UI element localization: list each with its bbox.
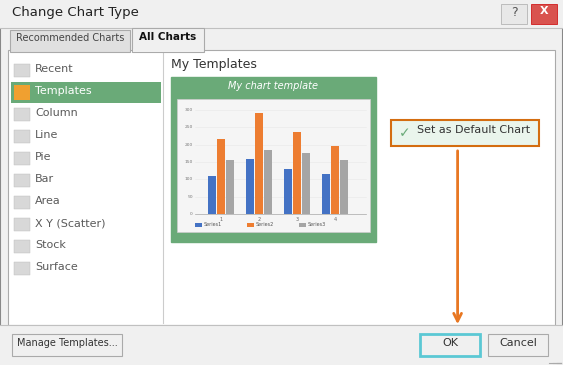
Text: Line: Line — [35, 130, 59, 140]
Bar — [217, 139, 225, 214]
Text: 50: 50 — [187, 195, 193, 199]
Bar — [322, 174, 330, 214]
Text: 200: 200 — [185, 143, 193, 147]
Bar — [8, 50, 555, 325]
Bar — [208, 176, 216, 214]
Bar — [255, 114, 263, 214]
Text: 3: 3 — [296, 217, 298, 222]
Bar — [14, 130, 30, 143]
Text: 4: 4 — [333, 217, 337, 222]
Text: Manage Templates...: Manage Templates... — [17, 338, 117, 348]
Bar — [247, 223, 254, 227]
Bar — [420, 334, 480, 356]
Text: 1: 1 — [220, 217, 222, 222]
Bar — [501, 4, 527, 24]
Text: Series1: Series1 — [204, 223, 222, 227]
Bar — [10, 30, 130, 52]
Bar — [284, 169, 292, 214]
Bar — [302, 153, 310, 214]
Text: ✓: ✓ — [399, 126, 411, 140]
Text: 300: 300 — [185, 108, 193, 112]
Text: Series3: Series3 — [308, 223, 326, 227]
Bar — [133, 49, 203, 52]
Text: OK: OK — [442, 338, 458, 348]
Bar — [0, 325, 563, 365]
Bar — [11, 82, 161, 103]
Bar — [14, 262, 30, 275]
Text: 0: 0 — [190, 212, 193, 216]
Bar — [488, 334, 548, 356]
Text: Templates: Templates — [35, 86, 92, 96]
Bar — [0, 0, 563, 28]
Text: 100: 100 — [185, 177, 193, 181]
Text: Set as Default Chart: Set as Default Chart — [417, 125, 530, 135]
Text: Series2: Series2 — [256, 223, 274, 227]
Text: Recommended Charts: Recommended Charts — [16, 33, 124, 43]
Bar — [14, 196, 30, 209]
Text: X: X — [540, 6, 548, 16]
Bar — [14, 85, 30, 100]
Bar — [177, 99, 370, 232]
Text: Bar: Bar — [35, 174, 54, 184]
Bar — [340, 160, 347, 214]
Text: My chart template: My chart template — [229, 81, 319, 91]
Text: Cancel: Cancel — [499, 338, 537, 348]
Text: ?: ? — [511, 6, 517, 19]
Text: 150: 150 — [185, 160, 193, 164]
Text: Recent: Recent — [35, 64, 74, 74]
Text: 250: 250 — [185, 125, 193, 129]
Bar — [293, 132, 301, 214]
Text: Surface: Surface — [35, 262, 78, 272]
Bar — [195, 223, 202, 227]
Bar — [226, 160, 234, 214]
Bar — [14, 64, 30, 77]
Text: Stock: Stock — [35, 240, 66, 250]
Text: Area: Area — [35, 196, 61, 206]
Bar — [14, 218, 30, 231]
Text: Pie: Pie — [35, 152, 51, 162]
Bar — [246, 158, 254, 214]
Bar — [14, 174, 30, 187]
Text: 2: 2 — [257, 217, 261, 222]
Text: All Charts: All Charts — [140, 32, 196, 42]
Bar — [14, 240, 30, 253]
Text: Column: Column — [35, 108, 78, 118]
Bar — [391, 120, 539, 146]
Bar — [12, 334, 122, 356]
Text: X Y (Scatter): X Y (Scatter) — [35, 218, 105, 228]
Bar — [132, 28, 204, 52]
Bar — [531, 4, 557, 24]
Text: My Templates: My Templates — [171, 58, 257, 71]
Bar — [331, 146, 339, 214]
Bar — [14, 152, 30, 165]
Bar — [299, 223, 306, 227]
Bar — [171, 77, 376, 242]
Bar — [14, 108, 30, 121]
Text: Change Chart Type: Change Chart Type — [12, 6, 139, 19]
Bar — [264, 150, 271, 214]
